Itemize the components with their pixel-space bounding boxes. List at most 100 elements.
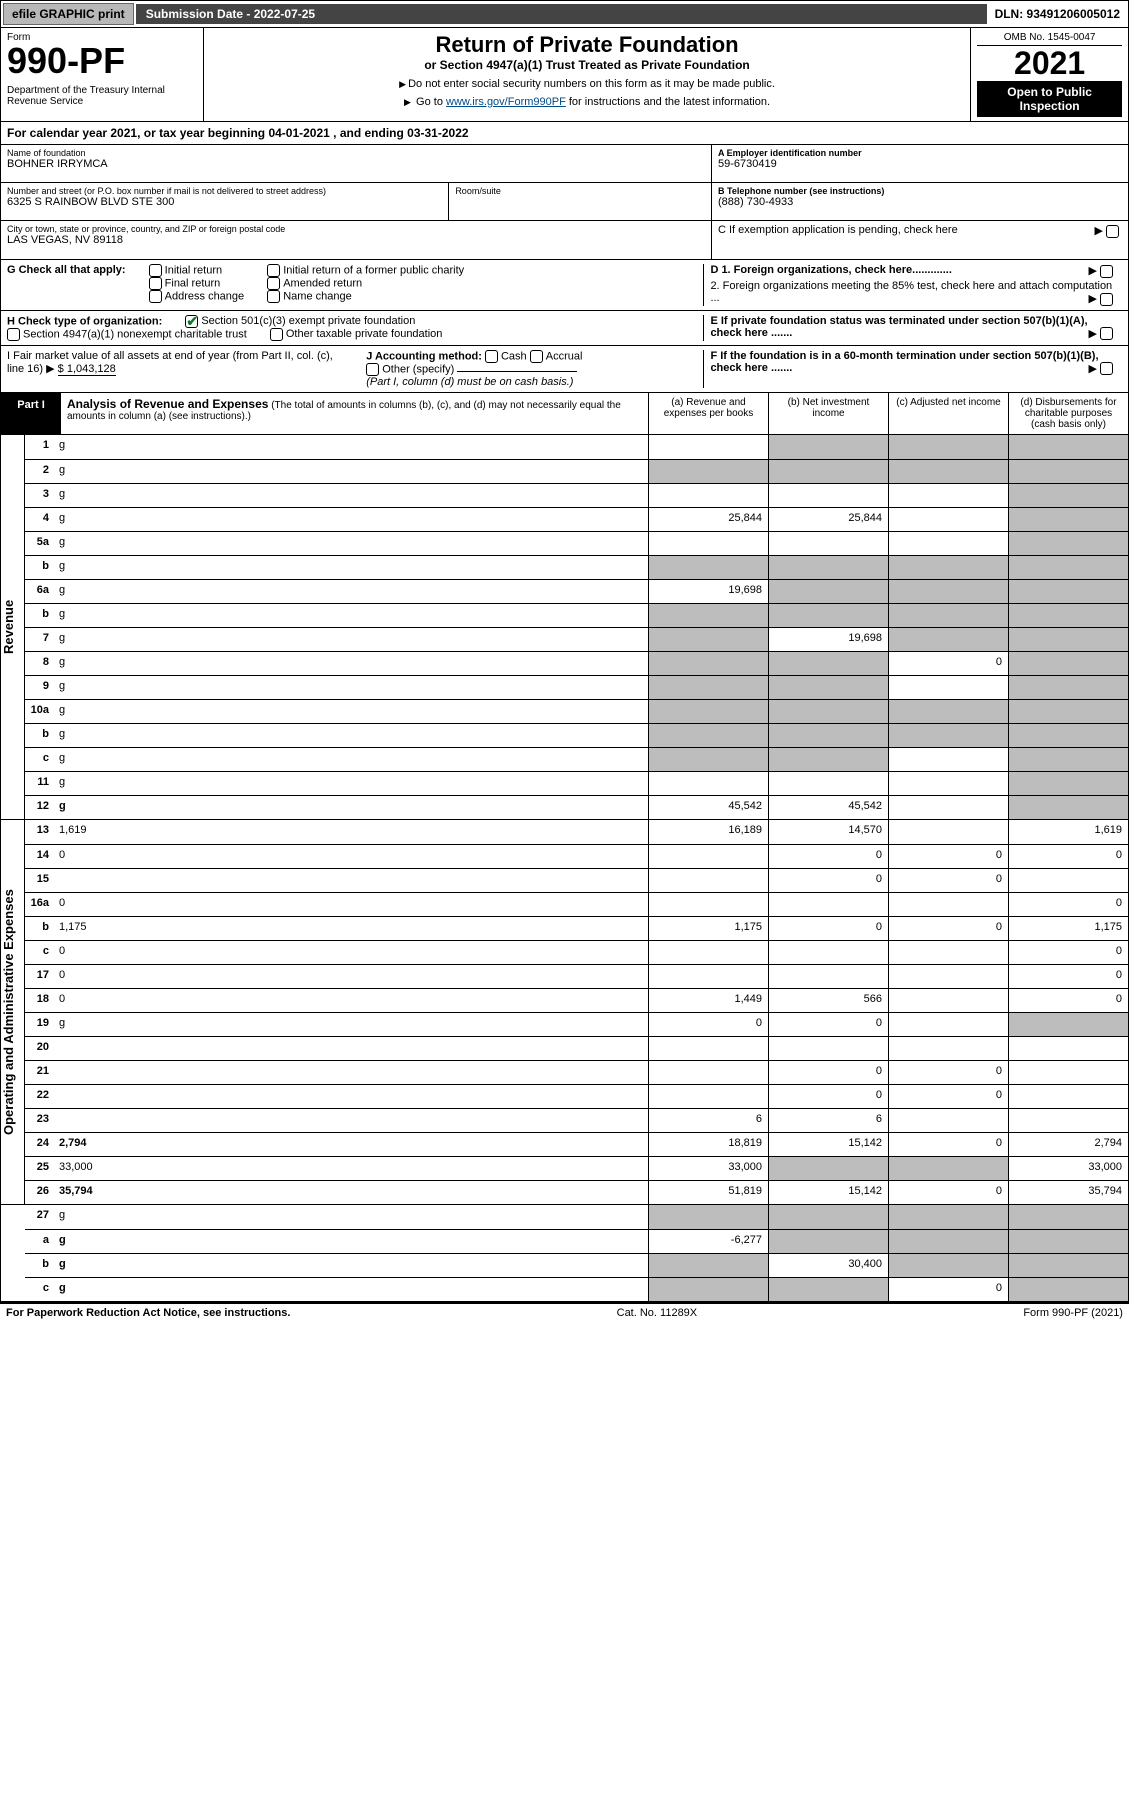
line-desc: g [55, 796, 648, 819]
part1-bottom: 27gag-6,277bg30,400cg0 [0, 1205, 1129, 1302]
line-19: 19g00 [25, 1012, 1128, 1036]
amt-b [768, 748, 888, 771]
amt-b: 0 [768, 917, 888, 940]
address-label: Number and street (or P.O. box number if… [7, 186, 441, 196]
amt-d: 1,619 [1008, 820, 1128, 844]
amt-d [1008, 724, 1128, 747]
line-desc: 2,794 [55, 1133, 648, 1156]
ein: 59-6730419 [718, 158, 1122, 170]
checkbox-d2[interactable] [1100, 293, 1113, 306]
amt-a: 16,189 [648, 820, 768, 844]
amt-b [768, 724, 888, 747]
amt-b: 14,570 [768, 820, 888, 844]
amt-d: 0 [1008, 845, 1128, 868]
identification-block: Name of foundation BOHNER IRRYMCA Number… [0, 145, 1129, 260]
amt-c: 0 [888, 869, 1008, 892]
checkbox-final-return[interactable] [149, 277, 162, 290]
checkbox-initial-return[interactable] [149, 264, 162, 277]
line-number: 22 [25, 1085, 55, 1108]
amt-a: 33,000 [648, 1157, 768, 1180]
irs-link[interactable]: www.irs.gov/Form990PF [446, 96, 566, 108]
line-number: 18 [25, 989, 55, 1012]
telephone: (888) 730-4933 [718, 196, 1122, 208]
amt-a: 51,819 [648, 1181, 768, 1204]
efile-print-button[interactable]: efile GRAPHIC print [3, 3, 134, 25]
line-3: 3g [25, 483, 1128, 507]
checkbox-e[interactable] [1100, 327, 1113, 340]
line-11: 11g [25, 771, 1128, 795]
instruction-2: Go to www.irs.gov/Form990PF for instruct… [210, 96, 964, 108]
checkbox-name-change[interactable] [267, 290, 280, 303]
amt-b [768, 772, 888, 795]
checkbox-other-taxable[interactable] [270, 328, 283, 341]
line-number: 12 [25, 796, 55, 819]
amt-c [888, 893, 1008, 916]
amt-b [768, 1230, 888, 1253]
checkbox-f[interactable] [1100, 362, 1113, 375]
amt-b [768, 941, 888, 964]
checkbox-d1[interactable] [1100, 265, 1113, 278]
paperwork-notice: For Paperwork Reduction Act Notice, see … [6, 1307, 290, 1319]
line-number: b [25, 724, 55, 747]
amt-c [888, 1157, 1008, 1180]
part1-header: Part I Analysis of Revenue and Expenses … [0, 393, 1129, 435]
checkbox-address-change[interactable] [149, 290, 162, 303]
open-to-public: Open to Public Inspection [977, 81, 1122, 117]
line-desc: g [55, 460, 648, 483]
amt-b [768, 652, 888, 675]
opt-initial-former: Initial return of a former public charit… [283, 265, 464, 277]
amt-d [1008, 772, 1128, 795]
amt-d: 33,000 [1008, 1157, 1128, 1180]
line-desc: g [55, 604, 648, 627]
line-desc: g [55, 580, 648, 603]
line-21: 2100 [25, 1060, 1128, 1084]
amt-d: 0 [1008, 965, 1128, 988]
opt-501c3: Section 501(c)(3) exempt private foundat… [201, 315, 415, 327]
room-label: Room/suite [455, 186, 705, 196]
opt-accrual: Accrual [546, 350, 583, 362]
amt-a: 19,698 [648, 580, 768, 603]
amt-d [1008, 1109, 1128, 1132]
amt-c: 0 [888, 652, 1008, 675]
amt-a [648, 676, 768, 699]
line-c: C If exemption application is pending, c… [718, 224, 958, 236]
line-number: 15 [25, 869, 55, 892]
line-number: 9 [25, 676, 55, 699]
amt-d [1008, 1205, 1128, 1229]
checkbox-501c3[interactable] [185, 315, 198, 328]
amt-b: 0 [768, 845, 888, 868]
line-desc: g [55, 1278, 648, 1301]
line-6a: 6ag19,698 [25, 579, 1128, 603]
amt-a: 1,175 [648, 917, 768, 940]
checkbox-initial-former[interactable] [267, 264, 280, 277]
line-desc: g [55, 772, 648, 795]
line-desc: g [55, 1230, 648, 1253]
checkbox-4947[interactable] [7, 328, 20, 341]
amt-c [888, 604, 1008, 627]
amt-b [768, 484, 888, 507]
amt-c [888, 508, 1008, 531]
line-desc [55, 1109, 648, 1132]
line-desc: 0 [55, 989, 648, 1012]
checkbox-amended[interactable] [267, 277, 280, 290]
amt-a [648, 869, 768, 892]
amt-d [1008, 604, 1128, 627]
line-desc: g [55, 724, 648, 747]
checkbox-c[interactable] [1106, 225, 1119, 238]
amt-d [1008, 1254, 1128, 1277]
opt-other-method: Other (specify) [382, 363, 454, 375]
line-desc: g [55, 484, 648, 507]
amt-c [888, 676, 1008, 699]
line-b: bg30,400 [25, 1253, 1128, 1277]
checkbox-accrual[interactable] [530, 350, 543, 363]
checkbox-cash[interactable] [485, 350, 498, 363]
opt-initial-return: Initial return [165, 265, 222, 277]
amt-a [648, 1254, 768, 1277]
checkbox-other-method[interactable] [366, 363, 379, 376]
amt-a [648, 772, 768, 795]
amt-a [648, 1278, 768, 1301]
amt-a [648, 941, 768, 964]
line-17: 1700 [25, 964, 1128, 988]
amt-a [648, 700, 768, 723]
amt-b: 45,542 [768, 796, 888, 819]
